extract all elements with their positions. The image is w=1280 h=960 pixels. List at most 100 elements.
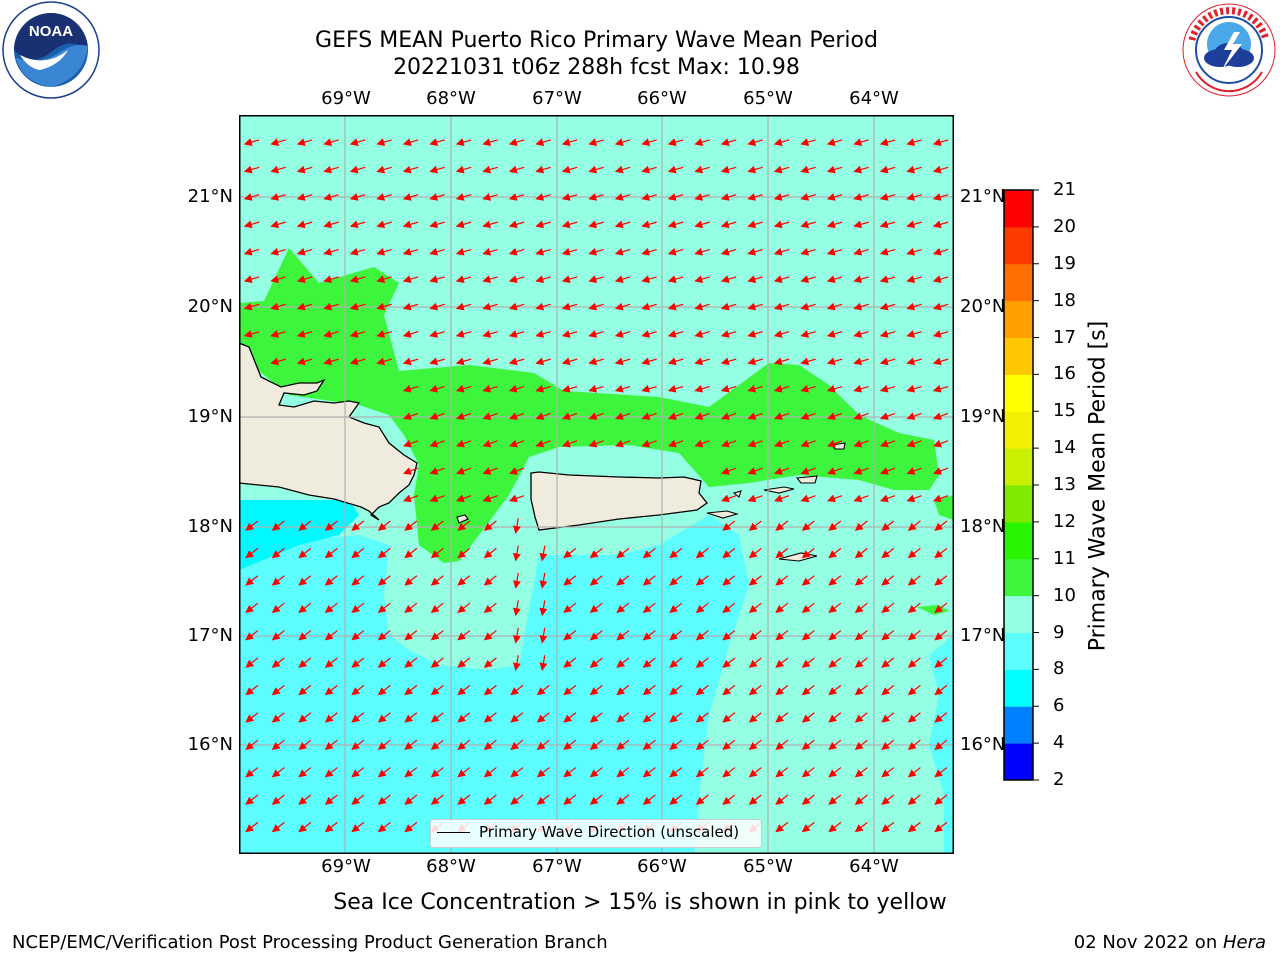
wave-direction-arrow [853,412,869,420]
wave-direction-arrow [351,575,365,586]
wave-direction-arrow [720,165,737,174]
wave-direction-arrow [482,247,498,256]
colorbar-tick-label: 8 [1053,658,1065,680]
wave-direction-arrow [907,630,921,641]
wave-direction-arrow [377,684,391,696]
wave-direction-arrow [722,684,736,696]
wave-direction-arrow [349,138,366,146]
wave-direction-arrow [429,193,445,201]
wave-direction-arrow [695,712,709,723]
colorbar-tick-label: 17 [1053,326,1076,348]
wave-direction-arrow [508,193,525,201]
wave-direction-arrow [404,657,418,668]
wave-direction-arrow [854,712,868,723]
wave-direction-arrow [457,767,471,778]
wave-direction-arrow [430,630,444,641]
wave-direction-arrow [589,575,603,586]
wave-direction-arrow [907,821,921,833]
footer-date: 02 Nov 2022 on Hera [1074,932,1266,953]
wave-direction-arrow [351,767,365,778]
wave-direction-arrow [879,165,896,174]
wave-direction-arrow [563,794,577,805]
wave-direction-arrow [722,547,736,559]
wave-direction-arrow [853,247,869,256]
wave-direction-arrow [828,739,842,751]
wave-direction-arrow [562,439,578,448]
wave-direction-arrow [457,575,471,586]
wave-direction-arrow [430,657,444,668]
wave-direction-arrow [323,275,339,283]
wave-direction-arrow [907,767,921,778]
legend-label: Primary Wave Direction (unscaled) [479,823,740,841]
wave-direction-arrow [695,547,709,559]
wave-direction-arrow [906,384,922,393]
wave-direction-arrow [402,138,419,146]
wave-direction-arrow [510,767,524,778]
wave-direction-arrow [589,767,603,778]
wave-direction-arrow [775,520,789,531]
lon-label-top: 65°W [743,88,793,109]
wave-direction-arrow [906,193,922,201]
wave-direction-arrow [748,602,762,614]
wave-direction-arrow [561,330,578,338]
wave-direction-arrow [376,220,392,229]
wave-direction-arrow [747,494,763,503]
wave-direction-arrow [747,384,763,393]
wave-direction-arrow [429,220,445,229]
wave-direction-arrow [641,220,657,229]
footer-credit: NCEP/EMC/Verification Post Processing Pr… [12,932,608,953]
wave-direction-arrow [349,275,366,283]
wave-direction-arrow [800,412,816,420]
wave-direction-arrow [536,712,550,723]
wave-direction-arrow [934,739,948,751]
wave-direction-arrow [934,657,948,668]
wave-direction-arrow [404,602,418,614]
wave-direction-arrow [773,165,790,174]
wave-direction-arrow [694,165,710,174]
wave-direction-arrow [376,357,392,366]
wave-direction-arrow [482,439,498,448]
wave-direction-arrow [616,657,630,668]
wave-direction-arrow [509,467,525,475]
wave-direction-arrow [932,138,949,146]
wave-direction-arrow [669,657,683,668]
wave-direction-arrow [879,357,896,366]
wave-direction-arrow [508,302,525,311]
wave-direction-arrow [535,247,551,256]
wave-direction-arrow [323,193,339,201]
wave-direction-arrow [641,193,657,201]
wave-direction-arrow [642,575,656,586]
wave-direction-arrow [828,712,842,723]
wave-direction-arrow [298,657,312,668]
wave-direction-arrow [775,602,789,614]
wave-direction-arrow [430,520,444,531]
wave-direction-arrow [932,247,949,256]
wave-direction-arrow [563,657,577,668]
wave-direction-arrow [879,193,896,201]
wave-direction-arrow [774,467,790,475]
wave-direction-arrow [455,384,472,393]
wave-direction-arrow [694,193,710,201]
wave-direction-arrow [642,712,656,723]
land-mona-island [456,514,469,524]
wave-direction-arrow [482,302,498,311]
wave-direction-arrow [457,630,471,641]
wave-direction-arrow [801,794,815,805]
land-culebra [732,490,742,498]
wave-direction-arrow [720,247,737,256]
wave-direction-arrow [641,247,657,256]
wave-direction-arrow [694,138,710,146]
wave-direction-arrow [535,302,551,311]
wave-direction-arrow [324,630,338,641]
wave-direction-arrow [296,138,313,146]
wave-direction-arrow [695,575,709,586]
wave-direction-arrow [748,575,762,586]
wave-direction-arrow [589,712,603,723]
wave-direction-arrow [482,220,498,229]
wave-direction-arrow [563,712,577,723]
wave-direction-arrow [298,712,312,723]
wave-direction-arrow [906,330,922,338]
wave-direction-arrow [774,439,790,448]
lon-label-top: 66°W [637,88,687,109]
wave-direction-arrow [932,357,949,366]
